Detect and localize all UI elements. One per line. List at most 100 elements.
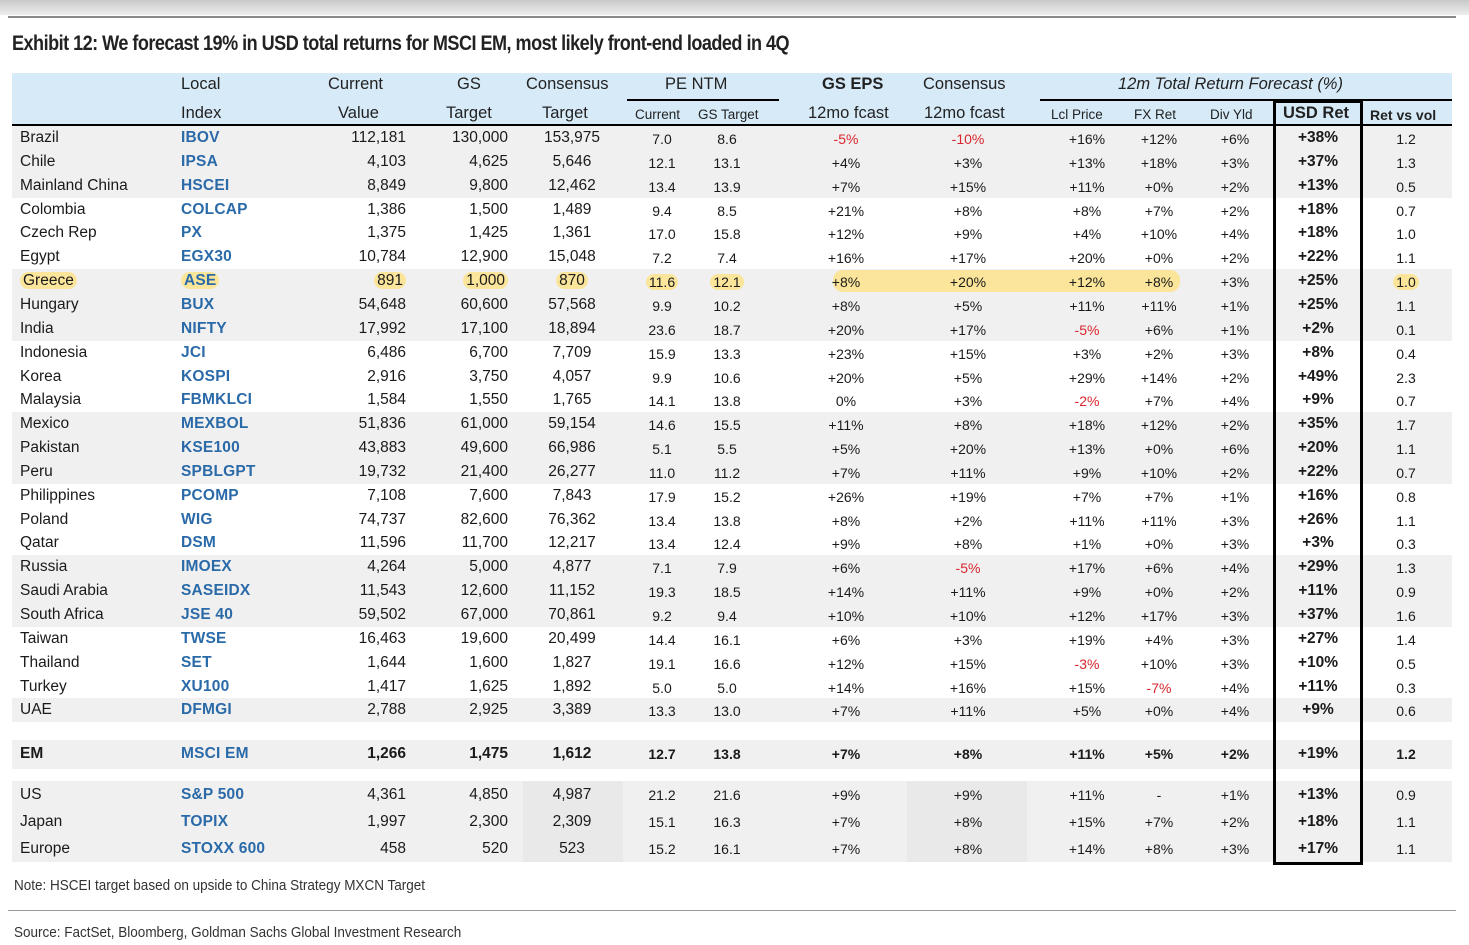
- cell-cons: 1,361: [552, 224, 592, 241]
- cell-gseps: +16%: [827, 250, 865, 266]
- cell-conseps: +17%: [949, 250, 987, 266]
- cell-div: +4%: [1220, 703, 1250, 719]
- header-consensus-target: Target: [542, 104, 588, 122]
- table-row: Mainland China HSCEI 8,849 9,800 12,462 13.4 1…: [12, 174, 1452, 198]
- cell-conseps: +17%: [949, 322, 987, 338]
- table-row: Colombia COLCAP 1,386 1,500 1,489 9.4 8.5 +21% +…: [12, 198, 1452, 222]
- table-row: Turkey XU100 1,417 1,625 1,892 5.0 5.0 +14% +16%…: [12, 675, 1452, 699]
- cell-conseps: +11%: [950, 584, 986, 600]
- cell-cur: 16,463: [358, 630, 406, 647]
- cell-gs: 49,600: [460, 439, 508, 456]
- cell-rvv: 0.7: [1396, 465, 1416, 481]
- cell-gseps: +7%: [831, 465, 861, 481]
- cell-country: Brazil: [20, 129, 59, 146]
- cell-usd: +9%: [1302, 701, 1334, 718]
- cell-lcl: +11%: [1069, 746, 1105, 762]
- cell-peg: 13.8: [713, 746, 741, 762]
- cell-div: +1%: [1220, 298, 1250, 314]
- cell-cur: 54,648: [358, 296, 406, 313]
- cell-cons: 1,612: [552, 745, 592, 762]
- header-gs-eps: GS EPS: [822, 75, 884, 93]
- cell-cur: 891: [374, 272, 406, 289]
- cell-gs: 130,000: [451, 129, 508, 146]
- cell-lcl: +13%: [1068, 155, 1106, 171]
- consensus-eps-shade: [907, 781, 1027, 808]
- cell-cur: 11,596: [359, 534, 406, 551]
- note-text: Note: HSCEI target based on upside to Ch…: [14, 877, 425, 894]
- cell-cons: 12,462: [548, 177, 596, 194]
- cell-fx: +11%: [1141, 513, 1177, 529]
- cell-pec: 7.0: [652, 131, 672, 147]
- cell-country: Mainland China: [20, 177, 128, 194]
- cell-conseps: +8%: [953, 536, 983, 552]
- cell-gs: 2,300: [469, 813, 508, 830]
- cell-gseps: +20%: [827, 322, 865, 338]
- cell-gseps: +26%: [827, 489, 865, 505]
- cell-cur: 1,417: [367, 678, 406, 695]
- cell-cons: 7,843: [552, 487, 592, 504]
- cell-gseps: +5%: [831, 441, 861, 457]
- cell-pec: 13.4: [648, 536, 676, 552]
- cell-cons: 70,861: [548, 606, 596, 623]
- cell-div: +6%: [1220, 131, 1250, 147]
- table-row: India NIFTY 17,992 17,100 18,894 23.6 18.7 +20%…: [12, 317, 1452, 341]
- cell-lcl: +9%: [1072, 584, 1102, 600]
- cell-index: PX: [181, 224, 203, 241]
- cell-usd: +8%: [1302, 344, 1334, 361]
- cell-usd: +13%: [1297, 177, 1339, 194]
- cell-index: BUX: [181, 296, 215, 313]
- cell-index: XU100: [181, 678, 230, 695]
- cell-lcl: +15%: [1068, 680, 1106, 696]
- header-lcl-price: Lcl Price: [1051, 107, 1103, 122]
- cell-gseps: +8%: [831, 513, 861, 529]
- cell-pec: 9.2: [652, 608, 672, 624]
- cell-peg: 15.8: [713, 226, 741, 242]
- cell-pec: 12.7: [648, 746, 676, 762]
- cell-country: Indonesia: [20, 344, 88, 361]
- cell-index: DSM: [181, 534, 217, 551]
- cell-usd: +11%: [1298, 678, 1338, 695]
- cell-cons: 4,987: [552, 786, 592, 803]
- cell-div: +2%: [1220, 179, 1250, 195]
- cell-country: Europe: [20, 840, 70, 857]
- cell-usd: +20%: [1297, 439, 1339, 456]
- cell-rvv: 1.1: [1396, 441, 1416, 457]
- cell-gs: 2,925: [469, 701, 508, 718]
- cell-fx: +6%: [1144, 560, 1174, 576]
- cell-conseps: -5%: [955, 560, 981, 576]
- table-row: Greece ASE 891 1,000 870 11.6 12.1 +8% +20% +12% +…: [12, 269, 1452, 293]
- cell-country: Saudi Arabia: [20, 582, 108, 599]
- cell-conseps: +15%: [949, 346, 987, 362]
- cell-usd: +38%: [1297, 129, 1339, 146]
- cell-pec: 14.1: [648, 393, 676, 409]
- cell-peg: 15.2: [713, 489, 741, 505]
- cell-peg: 16.3: [713, 814, 741, 830]
- cell-gs: 1,600: [469, 654, 508, 671]
- cell-cur: 51,836: [358, 415, 406, 432]
- table-row: Malaysia FBMKLCI 1,584 1,550 1,765 14.1 13.8 0%…: [12, 388, 1452, 412]
- cell-country: Turkey: [20, 678, 67, 695]
- table-row: Korea KOSPI 2,916 3,750 4,057 9.9 10.6 +20% +5% +…: [12, 365, 1452, 389]
- cell-peg: 10.6: [713, 370, 741, 386]
- cell-peg: 10.2: [713, 298, 741, 314]
- cell-gs: 19,600: [460, 630, 508, 647]
- cell-gseps: +12%: [827, 656, 865, 672]
- cell-rvv: 1.2: [1396, 746, 1416, 762]
- cell-gseps: +12%: [827, 226, 865, 242]
- cell-cons: 66,986: [548, 439, 596, 456]
- cell-usd: +18%: [1297, 201, 1339, 218]
- cell-lcl: +13%: [1068, 441, 1106, 457]
- cell-conseps: +16%: [949, 680, 987, 696]
- cell-fx: +7%: [1144, 814, 1174, 830]
- cell-cur: 1,375: [367, 224, 406, 241]
- cell-lcl: +29%: [1068, 370, 1106, 386]
- cell-peg: 16.1: [713, 632, 741, 648]
- cell-div: +2%: [1220, 584, 1250, 600]
- cell-pec: 19.1: [648, 656, 676, 672]
- cell-gseps: +14%: [827, 680, 865, 696]
- cell-index: KSE100: [181, 439, 240, 456]
- cell-div: +4%: [1220, 560, 1250, 576]
- cell-index: IMOEX: [181, 558, 232, 575]
- cell-cons: 4,057: [552, 368, 592, 385]
- cell-rvv: 0.7: [1396, 393, 1416, 409]
